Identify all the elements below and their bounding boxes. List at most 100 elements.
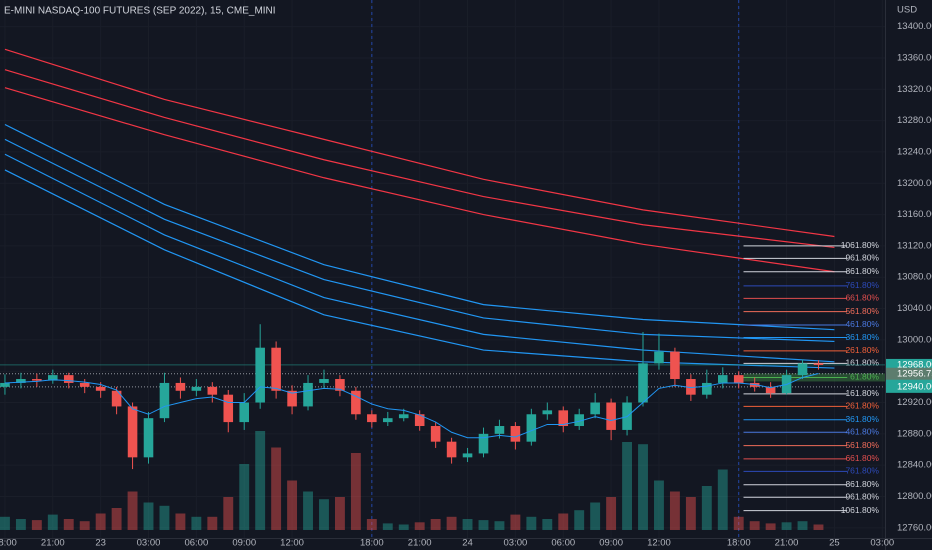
x-tick-label: 23 bbox=[95, 538, 106, 549]
fib-label: 661.80% bbox=[845, 453, 879, 463]
candle-body bbox=[175, 382, 186, 391]
price-tag-label: 12968.00 bbox=[897, 359, 932, 370]
candle-body bbox=[223, 394, 234, 423]
volume-bar bbox=[430, 519, 441, 530]
candle-body bbox=[255, 347, 265, 403]
x-tick-label: 06:00 bbox=[551, 538, 575, 549]
x-tick-label: 09:00 bbox=[232, 538, 256, 549]
x-tick-label: 03:00 bbox=[137, 538, 161, 549]
volume-bar bbox=[111, 508, 122, 530]
currency: USD bbox=[897, 5, 917, 16]
x-tick-label: 06:00 bbox=[184, 538, 208, 549]
candle-body bbox=[0, 382, 10, 387]
volume-bar bbox=[15, 519, 26, 530]
price-tag-label: 12940.00 bbox=[897, 381, 932, 392]
volume-bar bbox=[334, 497, 345, 530]
volume-bar bbox=[606, 497, 617, 530]
fib-label: 261.80% bbox=[845, 345, 879, 355]
candle-body bbox=[127, 406, 138, 458]
fib-label: 61.80% bbox=[850, 372, 879, 382]
candle-body bbox=[733, 375, 744, 383]
candle-body bbox=[765, 386, 776, 394]
fib-label: 861.80% bbox=[845, 479, 879, 489]
moving-average bbox=[4, 373, 819, 439]
candle-body bbox=[319, 379, 329, 383]
candle-body bbox=[111, 390, 122, 407]
fib-label: 961.80% bbox=[845, 253, 879, 263]
volume-bar bbox=[79, 521, 90, 530]
candle-body bbox=[526, 414, 537, 442]
candle-body bbox=[143, 418, 154, 458]
volume-bar bbox=[95, 513, 106, 530]
volume-bar bbox=[382, 523, 393, 530]
volume-bar bbox=[510, 514, 521, 530]
volume-bar bbox=[31, 520, 42, 530]
candle-body bbox=[797, 363, 808, 376]
volume-bar bbox=[239, 464, 250, 530]
y-tick-label: 13200.00 bbox=[897, 178, 932, 189]
x-tick-label: 12:00 bbox=[647, 538, 671, 549]
candle-body bbox=[16, 379, 26, 383]
candle-body bbox=[686, 379, 696, 395]
volume-bar bbox=[319, 499, 329, 530]
fib-label: 861.80% bbox=[845, 266, 879, 276]
volume-bar bbox=[63, 519, 74, 530]
y-tick-label: 12920.00 bbox=[897, 397, 932, 408]
volume-bar bbox=[765, 523, 776, 530]
candle-body bbox=[606, 402, 616, 430]
fib-label: 661.80% bbox=[845, 293, 879, 303]
volume-bar bbox=[414, 522, 425, 530]
volume-bar bbox=[191, 516, 202, 530]
candle-body bbox=[670, 351, 680, 380]
x-tick-label: 18:00 bbox=[727, 538, 751, 549]
fib-label: 1061.80% bbox=[841, 240, 880, 250]
channel-line bbox=[4, 87, 835, 273]
x-tick-label: 03:00 bbox=[504, 538, 528, 549]
volume-bar bbox=[558, 513, 569, 530]
candle-body bbox=[638, 363, 648, 403]
x-tick-label: 21:00 bbox=[408, 538, 432, 549]
y-tick-label: 13160.00 bbox=[897, 209, 932, 220]
volume-bar bbox=[159, 505, 170, 530]
volume-bar bbox=[143, 502, 154, 530]
x-tick-label: 25 bbox=[829, 538, 840, 549]
volume-bar bbox=[654, 480, 664, 530]
volume-bar bbox=[781, 522, 792, 530]
volume-bar bbox=[287, 480, 298, 530]
candle-body bbox=[95, 386, 106, 391]
volume-bar bbox=[638, 444, 648, 530]
candle-body bbox=[351, 390, 361, 415]
candle-body bbox=[191, 386, 202, 391]
candle-body bbox=[446, 441, 457, 458]
x-tick-label: 12:00 bbox=[280, 538, 304, 549]
volume-bar bbox=[398, 524, 409, 530]
candle-body bbox=[239, 402, 250, 423]
candle-body bbox=[335, 379, 345, 391]
volume-bar bbox=[797, 521, 808, 530]
volume-bar bbox=[717, 469, 728, 530]
candle-body bbox=[48, 375, 58, 381]
volume-bar bbox=[366, 519, 377, 530]
y-tick-label: 13080.00 bbox=[897, 272, 932, 283]
fib-label: 561.80% bbox=[845, 440, 879, 450]
volume-bar bbox=[574, 510, 585, 530]
fib-label: 161.80% bbox=[845, 388, 879, 398]
candle-body bbox=[510, 426, 521, 442]
fib-label: 561.80% bbox=[845, 306, 879, 316]
x-tick-label: 21:00 bbox=[41, 538, 65, 549]
y-tick-label: 12840.00 bbox=[897, 460, 932, 471]
volume-bar bbox=[494, 521, 505, 530]
x-tick-label: 09:00 bbox=[599, 538, 623, 549]
volume-bar bbox=[271, 447, 282, 530]
volume-bar bbox=[590, 502, 601, 530]
x-tick-label: 21:00 bbox=[775, 538, 799, 549]
candle-body bbox=[383, 418, 393, 423]
y-tick-label: 13040.00 bbox=[897, 303, 932, 314]
y-tick-label: 12760.00 bbox=[897, 522, 932, 533]
candle-body bbox=[159, 382, 170, 419]
price-tag-label: 12956.75 bbox=[897, 368, 932, 379]
y-tick-label: 13240.00 bbox=[897, 146, 932, 157]
candle-body bbox=[654, 351, 664, 364]
y-tick-label: 13000.00 bbox=[897, 334, 932, 345]
